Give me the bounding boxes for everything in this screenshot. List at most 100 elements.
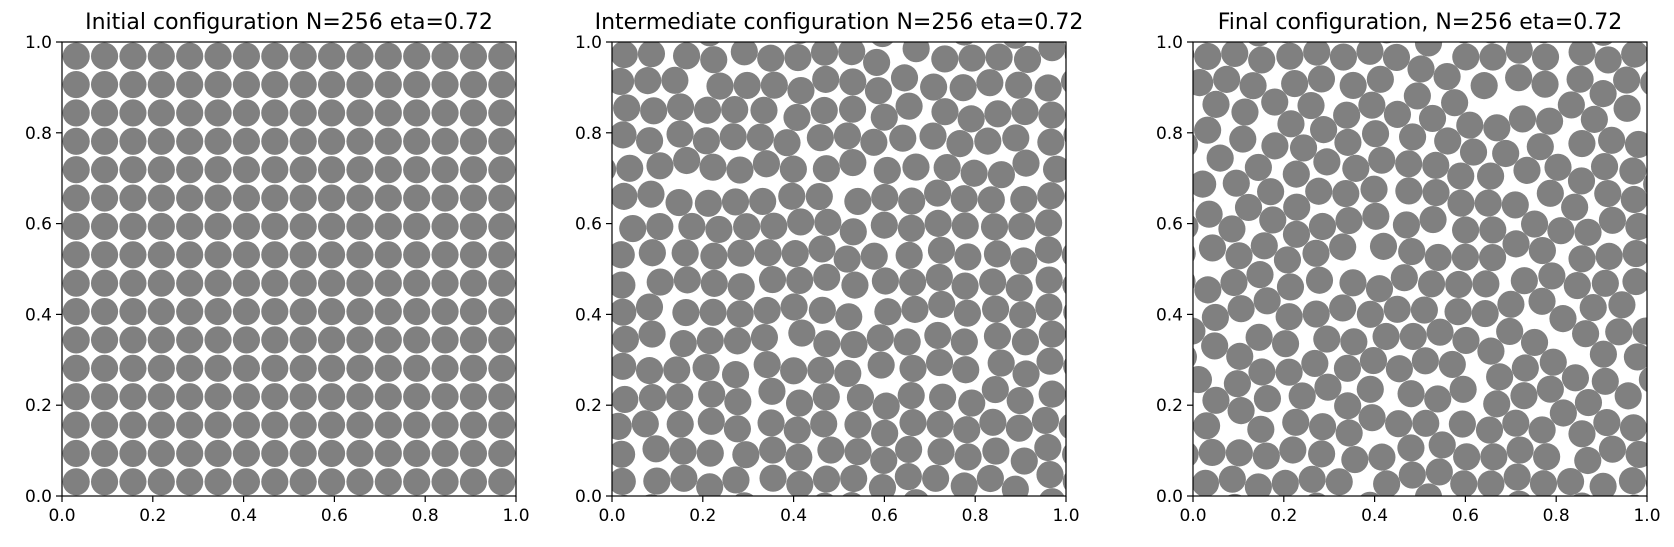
particle xyxy=(812,465,841,493)
particle xyxy=(612,121,637,149)
particle xyxy=(1309,413,1337,441)
particle xyxy=(987,161,1015,189)
particle xyxy=(616,154,644,182)
particle xyxy=(176,269,204,297)
particle xyxy=(317,269,346,297)
particle xyxy=(1419,205,1447,234)
particle xyxy=(147,42,175,70)
particle xyxy=(403,439,431,468)
particle xyxy=(781,240,809,268)
particle xyxy=(119,297,147,326)
particle xyxy=(986,498,1013,525)
particle xyxy=(787,76,815,105)
particle xyxy=(581,236,608,263)
particle xyxy=(289,269,317,297)
particle xyxy=(1536,179,1564,207)
particle xyxy=(1638,367,1647,393)
particle xyxy=(459,468,488,496)
particle xyxy=(403,99,431,127)
particle xyxy=(290,497,317,524)
particle xyxy=(925,348,954,377)
particle xyxy=(374,383,402,411)
particle xyxy=(176,241,204,269)
particle xyxy=(1395,150,1423,178)
particle xyxy=(1414,483,1443,496)
particle xyxy=(119,383,147,411)
particle xyxy=(785,443,813,471)
particle xyxy=(954,243,982,271)
particle xyxy=(289,354,317,382)
particle xyxy=(261,156,289,184)
particle xyxy=(723,415,751,443)
particle xyxy=(1193,426,1194,430)
particle xyxy=(317,127,346,155)
particle xyxy=(1330,497,1357,524)
particle xyxy=(1619,13,1646,40)
particle xyxy=(119,42,147,70)
particle xyxy=(612,159,617,179)
particle xyxy=(692,354,720,382)
particle xyxy=(403,297,431,326)
particle xyxy=(90,326,119,354)
particle xyxy=(860,128,888,156)
particle xyxy=(982,437,1010,465)
particle xyxy=(1277,110,1305,138)
particle xyxy=(722,466,750,494)
y-tick-label: 0.2 xyxy=(575,396,602,416)
particle-layer xyxy=(62,42,544,524)
particle xyxy=(1342,154,1370,182)
particle xyxy=(62,326,90,354)
particle xyxy=(646,212,674,241)
particle xyxy=(1037,182,1065,210)
x-tick-label: 0.8 xyxy=(1543,506,1570,526)
particle xyxy=(90,212,119,241)
particle xyxy=(62,468,90,496)
particle xyxy=(810,42,839,66)
particle xyxy=(517,99,544,126)
particle xyxy=(261,269,289,297)
particle xyxy=(317,156,346,184)
particle xyxy=(517,43,544,70)
particle xyxy=(706,72,734,100)
particle xyxy=(375,497,402,524)
particle xyxy=(1261,132,1289,160)
particle xyxy=(786,266,814,294)
particle xyxy=(1194,116,1222,144)
particle xyxy=(872,392,900,420)
particle xyxy=(147,439,175,468)
particle xyxy=(517,355,544,382)
y-tick-label: 0.4 xyxy=(25,305,52,325)
particle xyxy=(757,409,785,437)
particle xyxy=(1598,206,1626,234)
particle xyxy=(734,492,754,496)
particle xyxy=(721,188,750,216)
particle xyxy=(232,184,261,212)
particle xyxy=(773,129,801,157)
x-tick-label: 1.0 xyxy=(502,506,529,526)
particle xyxy=(635,357,664,385)
particle xyxy=(1288,382,1316,410)
particle xyxy=(1253,385,1282,413)
particle xyxy=(1456,111,1484,139)
particle xyxy=(665,188,693,217)
particle xyxy=(1368,443,1396,471)
particle xyxy=(612,182,638,210)
particle xyxy=(1011,328,1039,356)
particle xyxy=(346,326,374,354)
particle xyxy=(374,42,402,70)
particle xyxy=(1503,463,1531,491)
particle xyxy=(871,42,894,48)
particle xyxy=(1594,46,1622,74)
particle xyxy=(976,464,1004,493)
particle xyxy=(631,410,659,438)
particle xyxy=(612,241,635,269)
particle xyxy=(1356,375,1384,403)
particle xyxy=(90,241,119,269)
particle xyxy=(889,124,917,152)
particle xyxy=(1250,232,1278,260)
particle xyxy=(459,212,488,241)
particle xyxy=(147,184,175,212)
particle xyxy=(289,70,317,99)
particle xyxy=(1009,301,1037,329)
particle xyxy=(1038,101,1066,129)
